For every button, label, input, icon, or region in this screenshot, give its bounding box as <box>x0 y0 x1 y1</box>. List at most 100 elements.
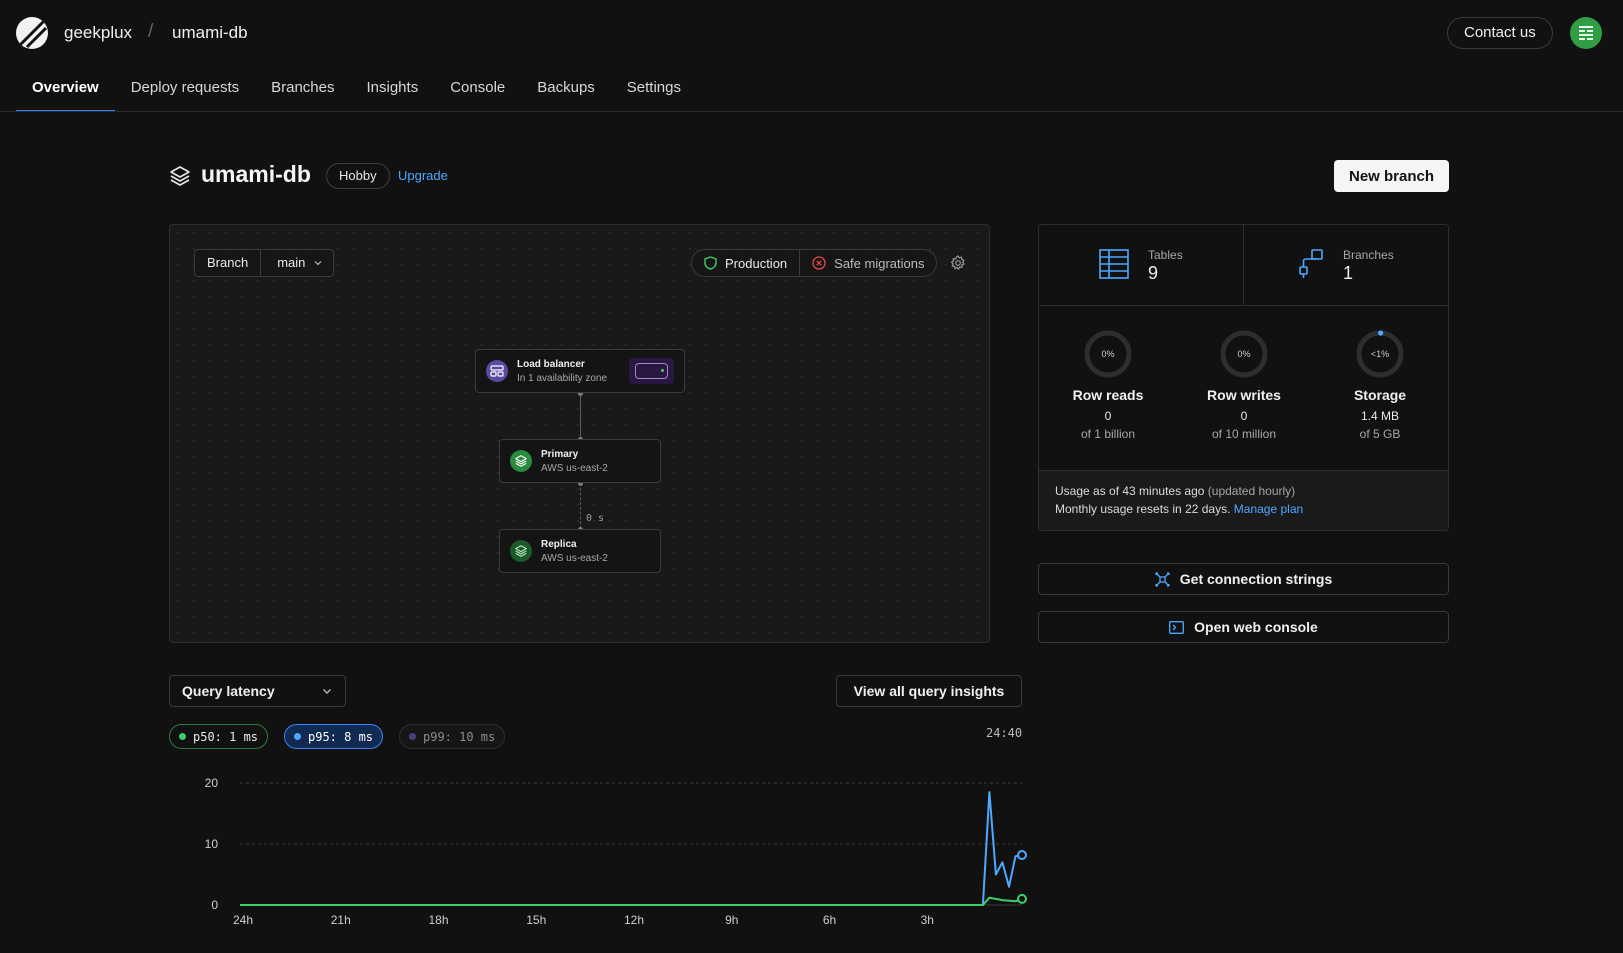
branch-icon <box>1299 249 1323 278</box>
manage-plan-link[interactable]: Manage plan <box>1233 502 1304 516</box>
primary-region: AWS us-east-2 <box>541 463 608 474</box>
branch-selector-value[interactable]: main <box>261 250 333 276</box>
org-name[interactable]: geekplux <box>64 23 133 42</box>
tables-stat[interactable]: Tables 9 <box>1039 225 1243 305</box>
series-line-p50 <box>240 896 1023 906</box>
header-divider <box>0 111 1623 112</box>
planetscale-logo-icon[interactable] <box>16 17 48 49</box>
replica-region: AWS us-east-2 <box>541 553 608 564</box>
usage-limit: of 5 GB <box>1359 427 1401 441</box>
branch-selector[interactable]: Branch main <box>194 249 335 277</box>
stats-divider <box>1039 305 1448 306</box>
stats-divider <box>1039 470 1448 471</box>
branches-label: Branches <box>1343 248 1394 262</box>
table-icon <box>1099 249 1129 279</box>
tab-settings[interactable]: Settings <box>626 79 681 96</box>
database-name[interactable]: umami-db <box>172 23 248 42</box>
p95-label: p95: 8 ms <box>308 729 374 744</box>
primary-database-icon <box>510 450 532 472</box>
usage-update-note: (updated hourly) <box>1207 484 1296 498</box>
metric-select-value: Query latency <box>182 683 275 699</box>
series-line-p95 <box>240 791 1023 906</box>
p99-legend-dot <box>409 733 416 740</box>
usage-value: 0 <box>1240 409 1248 423</box>
tab-console[interactable]: Console <box>450 79 506 96</box>
usage-footer: Usage as of 43 minutes ago (updated hour… <box>1039 471 1448 530</box>
x-tick-label: 3h <box>921 913 934 927</box>
usage-percent: 0% <box>1101 349 1115 359</box>
x-circle-icon <box>812 256 826 270</box>
usage-reset-note: Monthly usage resets in 22 days. <box>1055 502 1231 516</box>
connect-icon <box>1155 571 1170 587</box>
branches-stat[interactable]: Branches 1 <box>1244 225 1448 305</box>
primary-name: Primary <box>541 449 579 460</box>
database-stack-icon <box>170 166 190 186</box>
usage-ring-fill <box>1378 330 1384 336</box>
new-branch-button[interactable]: New branch <box>1334 160 1449 192</box>
storage-usage: <1% Storage 1.4 MB of 5 GB <box>1312 329 1448 441</box>
tab-deploy-requests[interactable]: Deploy requests <box>130 79 240 96</box>
replica-node[interactable]: Replica AWS us-east-2 <box>499 529 661 573</box>
replica-database-icon <box>510 540 532 562</box>
view-all-query-insights-button[interactable]: View all query insights <box>836 675 1022 707</box>
tab-branches[interactable]: Branches <box>271 79 335 96</box>
p50-legend-dot <box>179 733 186 740</box>
connector-dot <box>578 481 583 486</box>
usage-name: Row reads <box>1072 387 1144 403</box>
upgrade-link[interactable]: Upgrade <box>398 168 448 183</box>
get-connection-strings-button[interactable]: Get connection strings <box>1038 563 1449 595</box>
chevron-down-icon <box>314 261 322 266</box>
avatar[interactable] <box>1570 17 1602 49</box>
get-connection-strings-label: Get connection strings <box>1179 571 1333 587</box>
contact-us-button[interactable]: Contact us <box>1447 17 1553 49</box>
x-tick-label: 21h <box>331 913 351 927</box>
time-readout: 24:40 <box>986 726 1023 740</box>
chevron-down-icon <box>323 689 331 694</box>
terminal-icon <box>1169 620 1185 634</box>
usage-value: 0 <box>1104 409 1112 423</box>
usage-value: 1.4 MB <box>1360 409 1399 423</box>
tab-overview[interactable]: Overview <box>16 66 115 112</box>
y-tick-label: 0 <box>211 898 218 912</box>
top-bar: geekplux / umami-db Contact us <box>0 0 1623 66</box>
open-web-console-button[interactable]: Open web console <box>1038 611 1449 643</box>
page-title: umami-db <box>201 161 311 187</box>
y-tick-label: 20 <box>205 776 219 790</box>
query-latency-chart: 0 10 20 24h 21h 18h 15h 12h 9h 6h 3h <box>205 776 1027 927</box>
stats-divider <box>1243 225 1244 305</box>
tables-count: 9 <box>1148 263 1159 283</box>
tab-backups[interactable]: Backups <box>537 79 595 96</box>
usage-ring: <1% <box>1355 329 1405 379</box>
usage-percent: <1% <box>1370 349 1390 359</box>
usage-ring: 0% <box>1219 329 1269 379</box>
branch-status-group: Production Safe migrations <box>691 249 938 277</box>
usage-limit: of 10 million <box>1211 427 1277 441</box>
p95-toggle[interactable]: p95: 8 ms <box>284 724 384 749</box>
database-stats-card: Tables 9 Branches 1 0% Row reads 0 of 1 … <box>1038 224 1449 531</box>
usage-percent: 0% <box>1237 349 1251 359</box>
primary-node[interactable]: Primary AWS us-east-2 <box>499 439 661 483</box>
usage-name: Storage <box>1353 387 1407 403</box>
metric-select[interactable]: Query latency <box>169 675 346 707</box>
safe-migrations-status[interactable]: Safe migrations <box>799 250 936 276</box>
row-reads-usage: 0% Row reads 0 of 1 billion <box>1040 329 1176 441</box>
load-balancer-detail: In 1 availability zone <box>517 373 608 384</box>
p50-toggle[interactable]: p50: 1 ms <box>169 724 269 749</box>
load-balancer-status-icon <box>629 358 674 384</box>
series-endpoint-p95 <box>1017 849 1027 860</box>
usage-name: Row writes <box>1207 387 1281 403</box>
tab-insights[interactable]: Insights <box>366 79 419 96</box>
open-web-console-label: Open web console <box>1194 619 1318 635</box>
usage-ring: 0% <box>1083 329 1133 379</box>
x-tick-label: 15h <box>526 913 546 927</box>
p99-toggle[interactable]: p99: 10 ms <box>399 724 506 749</box>
x-tick-label: 24h <box>233 913 253 927</box>
row-writes-usage: 0% Row writes 0 of 10 million <box>1176 329 1312 441</box>
production-label: Production <box>725 255 788 271</box>
p99-label: p99: 10 ms <box>423 729 496 744</box>
production-status[interactable]: Production <box>692 250 799 276</box>
breadcrumb-separator: / <box>148 21 154 42</box>
safe-migrations-label: Safe migrations <box>834 255 925 271</box>
gear-icon[interactable] <box>950 255 966 271</box>
load-balancer-node[interactable]: Load balancer In 1 availability zone <box>475 349 685 393</box>
